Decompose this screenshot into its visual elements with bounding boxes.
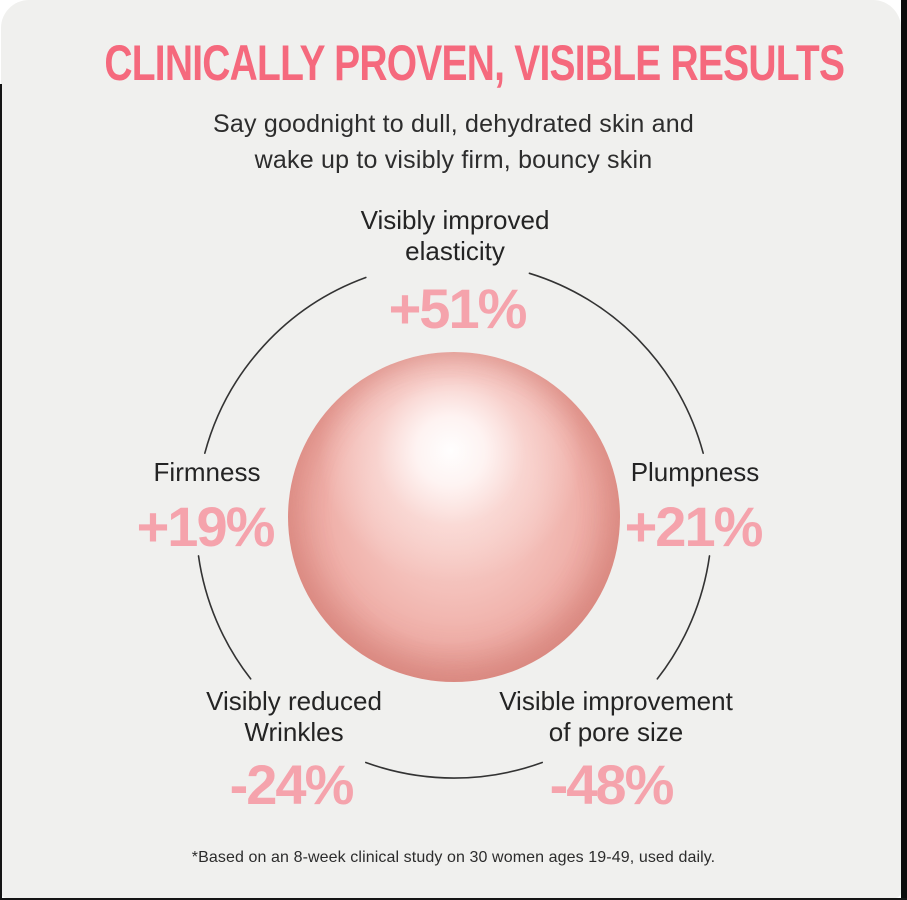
- stat-wrinkles-label: Visibly reduced Wrinkles: [206, 686, 382, 748]
- stat-wrinkles-label-line-1: Visibly reduced: [206, 686, 382, 716]
- pearl-image: [288, 352, 620, 682]
- stat-pores-label-line-1: Visible improvement: [499, 686, 733, 716]
- stat-elasticity-label: Visibly improved elasticity: [361, 205, 550, 267]
- stat-plumpness-label: Plumpness: [630, 457, 760, 487]
- stat-firmness-label: Firmness: [153, 457, 261, 487]
- edge-border-right: [901, 0, 907, 900]
- arc-bottom: [365, 761, 543, 779]
- subheadline-line-1: Say goodnight to dull, dehydrated skin a…: [213, 110, 694, 138]
- arc-top-left: [204, 276, 367, 454]
- stat-elasticity-label-line-2: elasticity: [405, 236, 505, 266]
- stat-plumpness-value: +21%: [624, 495, 764, 558]
- edge-border-left: [0, 84, 2, 900]
- headline-text: CLINICALLY PROVEN, VISIBLE RESULTS: [104, 35, 845, 91]
- edge-border-bottom: [0, 898, 907, 900]
- stat-elasticity-label-line-1: Visibly improved: [360, 205, 550, 235]
- arc-left-lower: [197, 555, 252, 680]
- stat-firmness-value: +19%: [136, 495, 276, 558]
- arc-right-lower: [656, 555, 711, 680]
- stat-elasticity-value: +51%: [388, 277, 528, 340]
- subheadline-line-2: wake up to visibly firm, bouncy skin: [254, 146, 653, 174]
- clinical-study-footnote: *Based on an 8-week clinical study on 30…: [191, 849, 716, 866]
- subheadline: Say goodnight to dull, dehydrated skin a…: [0, 106, 907, 178]
- stat-wrinkles-label-line-2: Wrinkles: [244, 717, 344, 747]
- stat-pores-label: Visible improvement of pore size: [499, 686, 733, 748]
- stat-pores-value: -48%: [549, 753, 675, 816]
- arc-top-right: [528, 272, 704, 454]
- stat-pores-label-line-2: of pore size: [548, 717, 684, 747]
- headline: CLINICALLY PROVEN, VISIBLE RESULTS: [0, 36, 907, 91]
- stat-wrinkles-value: -24%: [229, 753, 355, 816]
